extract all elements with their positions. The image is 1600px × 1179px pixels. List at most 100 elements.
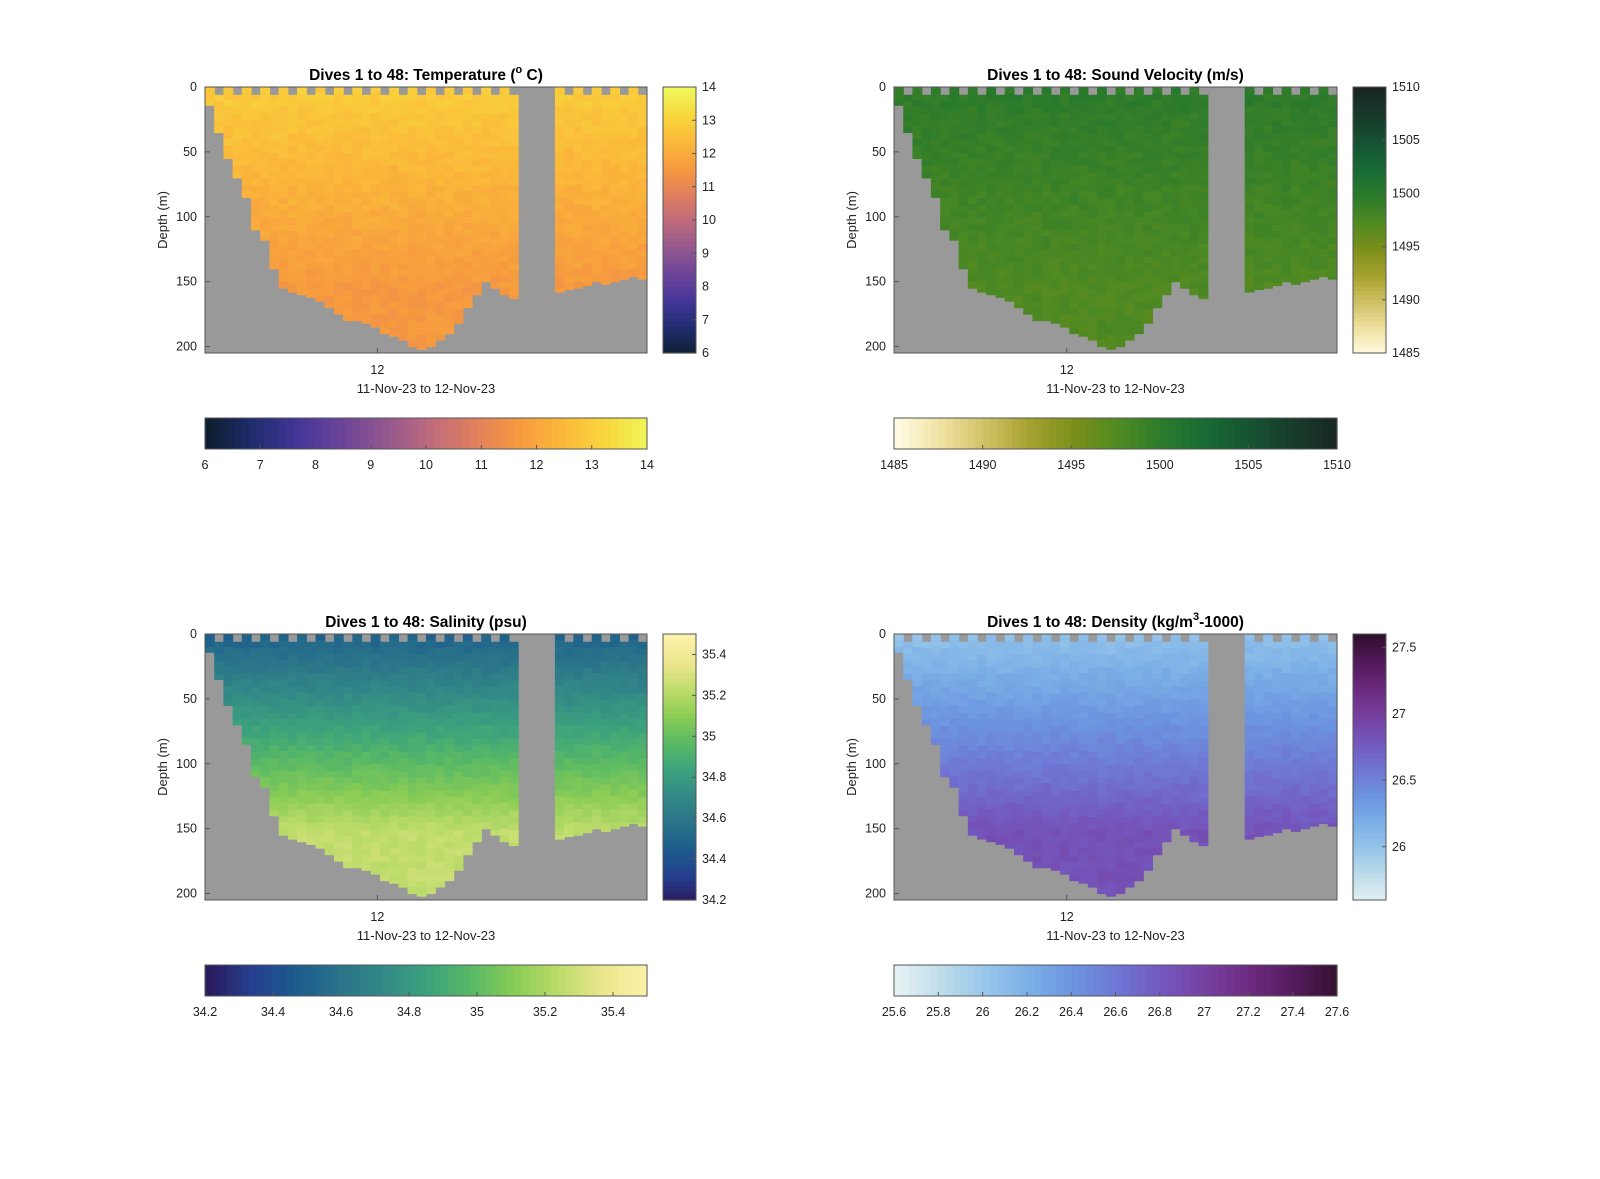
hcolorbar-swatch xyxy=(901,418,910,449)
data-cell xyxy=(389,184,399,192)
data-cell xyxy=(582,829,593,834)
data-cell xyxy=(416,875,427,883)
data-cell xyxy=(352,268,363,276)
data-cell xyxy=(379,321,390,329)
data-cell xyxy=(1281,177,1292,185)
data-cell xyxy=(462,177,473,185)
data-cell xyxy=(554,223,565,231)
colorbar-swatch xyxy=(1353,91,1386,97)
data-cell xyxy=(1060,692,1070,700)
data-cell xyxy=(1189,145,1200,153)
data-cell xyxy=(435,654,446,662)
data-cell xyxy=(435,700,446,708)
data-cell xyxy=(508,778,519,786)
data-cell xyxy=(361,179,372,187)
data-cell xyxy=(1327,211,1338,219)
data-cell xyxy=(1281,93,1292,101)
data-cell xyxy=(379,784,390,792)
data-cell xyxy=(1087,205,1098,213)
data-cell xyxy=(426,711,436,719)
data-cell xyxy=(426,763,436,771)
data-cell xyxy=(232,166,243,174)
data-cell xyxy=(1180,185,1190,193)
data-cell xyxy=(930,138,941,146)
data-cell xyxy=(564,94,574,102)
data-cell xyxy=(499,659,510,668)
data-cell xyxy=(508,179,519,187)
data-cell xyxy=(1170,164,1181,172)
data-cell xyxy=(472,198,482,206)
data-cell xyxy=(444,867,455,875)
data-cell xyxy=(1032,771,1043,779)
data-cell xyxy=(324,752,335,760)
data-cell xyxy=(628,711,639,719)
data-cell xyxy=(1133,171,1144,179)
data-cell xyxy=(1124,224,1135,232)
hcolorbar-swatch xyxy=(381,418,390,449)
data-cell xyxy=(1106,334,1117,342)
data-cell xyxy=(508,739,519,747)
data-cell xyxy=(1143,224,1154,232)
data-cell xyxy=(370,783,381,791)
data-cell xyxy=(921,680,932,688)
data-cell xyxy=(389,874,399,882)
data-cell xyxy=(930,164,941,172)
data-cell xyxy=(472,745,482,753)
data-cell xyxy=(564,282,574,291)
data-cell xyxy=(1023,848,1034,856)
data-cell xyxy=(619,263,630,271)
data-cell xyxy=(435,706,446,714)
data-cell xyxy=(1097,340,1107,348)
hcolorbar-swatch xyxy=(337,418,346,449)
data-cell xyxy=(628,653,639,661)
data-cell xyxy=(352,307,363,315)
data-cell xyxy=(1041,112,1052,121)
data-cell xyxy=(278,634,289,642)
colorbar-swatch xyxy=(663,237,696,243)
data-cell xyxy=(508,842,519,847)
colorbar-swatch xyxy=(663,775,696,781)
data-cell xyxy=(1050,282,1061,291)
data-cell xyxy=(278,789,289,797)
data-cell xyxy=(1004,711,1015,719)
data-cell xyxy=(1004,802,1015,810)
data-cell xyxy=(1143,269,1154,278)
data-cell xyxy=(315,763,326,771)
data-cell xyxy=(453,771,464,779)
data-cell xyxy=(1263,210,1273,218)
data-cell xyxy=(1050,205,1061,213)
colorbar-swatch xyxy=(663,771,696,777)
data-cell xyxy=(361,250,372,258)
data-cell xyxy=(940,224,950,231)
data-cell xyxy=(1023,158,1034,166)
data-cell xyxy=(977,224,987,232)
data-cell xyxy=(610,223,620,231)
data-cell xyxy=(389,757,399,765)
data-cell xyxy=(1069,289,1080,297)
data-cell xyxy=(1170,112,1181,121)
data-cell xyxy=(287,745,298,753)
hcolorbar-swatch xyxy=(1292,418,1301,449)
data-cell xyxy=(1263,99,1273,108)
data-cell xyxy=(398,752,409,760)
data-cell xyxy=(1032,218,1043,226)
data-cell xyxy=(416,836,427,844)
data-cell xyxy=(481,789,492,797)
data-cell xyxy=(554,640,565,648)
data-cell xyxy=(315,281,326,289)
data-cell xyxy=(591,255,602,263)
data-cell xyxy=(1318,236,1329,244)
data-cell xyxy=(379,269,390,278)
data-cell xyxy=(370,679,381,687)
data-cell xyxy=(499,164,510,172)
data-cell xyxy=(1050,771,1061,779)
hcolorbar-swatch xyxy=(639,418,648,449)
data-cell xyxy=(472,687,482,695)
data-cell xyxy=(370,314,381,322)
data-cell xyxy=(297,242,307,250)
data-cell xyxy=(379,713,390,721)
data-cell xyxy=(1069,127,1080,135)
data-cell xyxy=(435,726,446,734)
data-cell xyxy=(564,667,574,675)
data-cell xyxy=(591,705,602,713)
